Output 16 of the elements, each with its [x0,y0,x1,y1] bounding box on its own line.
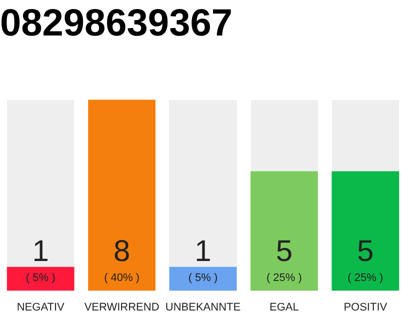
x-tick-label: VERWIRREND [84,301,160,314]
data-label: 5 [276,234,293,268]
chart-title: 08298639367 [0,2,232,44]
data-label: 1 [194,234,212,268]
data-label: 8 [113,234,130,268]
x-tick-label: POSITIV [344,301,388,314]
annotation: ( 5% ) [26,272,56,284]
annotation: ( 40% ) [104,272,140,284]
data-label: 1 [32,234,49,268]
x-tick-label: UNBEKANNTE [165,301,241,314]
x-tick-label: NEGATIV [16,301,65,314]
annotation: ( 25% ) [266,272,302,284]
x-tick-label: EGAL [270,301,299,314]
annotation: ( 25% ) [348,272,384,284]
annotation: ( 5% ) [188,272,218,284]
data-label: 5 [357,234,374,268]
